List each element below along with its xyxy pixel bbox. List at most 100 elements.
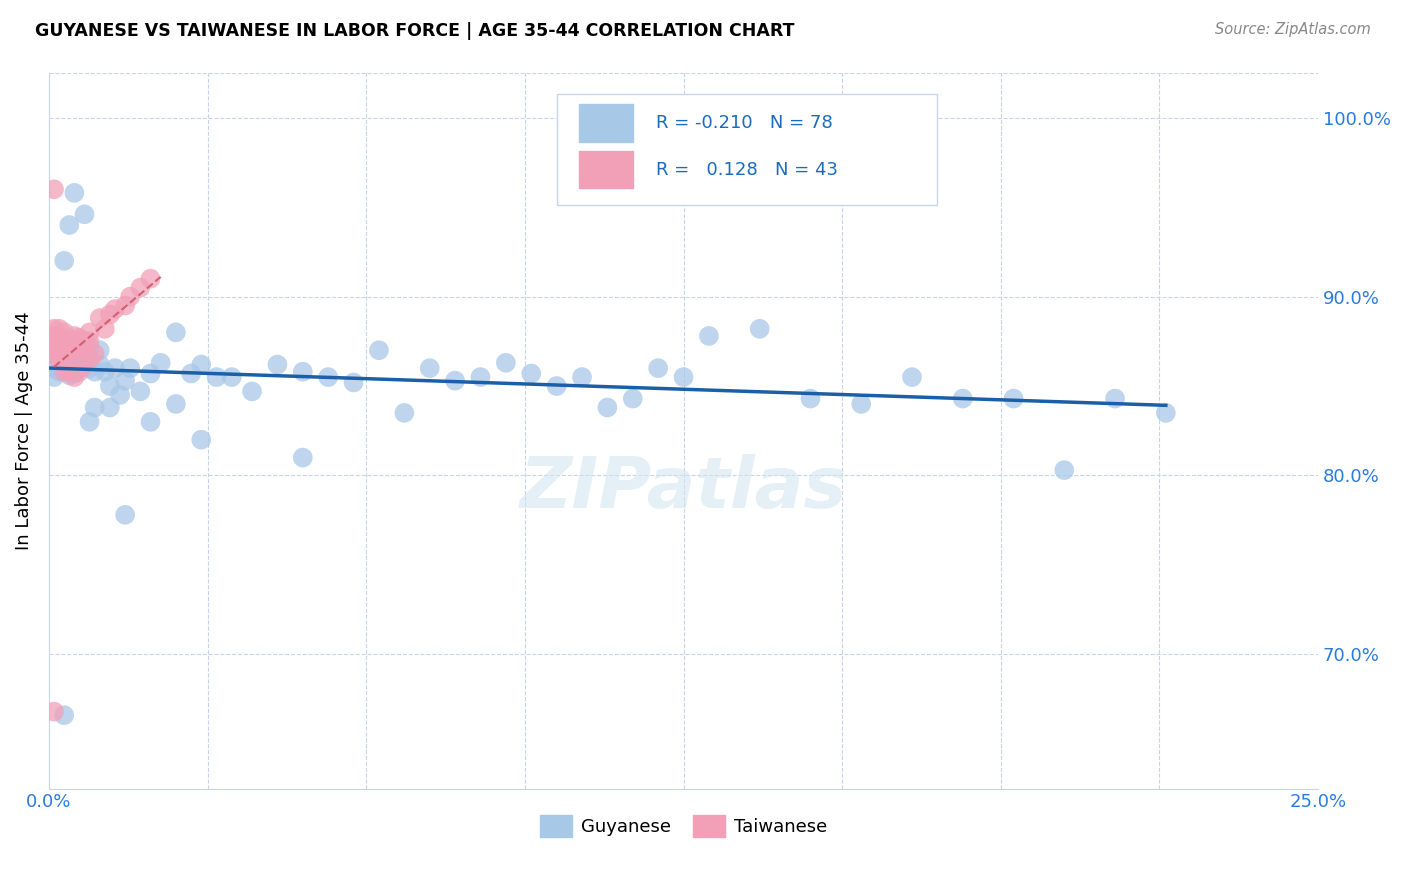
Bar bbox=[579, 104, 633, 142]
Point bbox=[114, 374, 136, 388]
Point bbox=[368, 343, 391, 358]
Point bbox=[190, 358, 212, 372]
Point bbox=[316, 370, 339, 384]
Point bbox=[98, 379, 121, 393]
Point bbox=[120, 290, 142, 304]
Point bbox=[114, 508, 136, 522]
Y-axis label: In Labor Force | Age 35-44: In Labor Force | Age 35-44 bbox=[15, 311, 32, 550]
Point bbox=[53, 358, 76, 372]
Point bbox=[42, 182, 65, 196]
Point bbox=[89, 343, 111, 358]
Point bbox=[53, 334, 76, 349]
Point bbox=[1154, 406, 1177, 420]
Point bbox=[67, 365, 90, 379]
Point bbox=[73, 334, 96, 349]
Point bbox=[108, 388, 131, 402]
Point bbox=[190, 433, 212, 447]
Point bbox=[73, 358, 96, 372]
Point bbox=[48, 352, 70, 367]
Point bbox=[901, 370, 924, 384]
Point bbox=[63, 329, 86, 343]
Point bbox=[266, 358, 288, 372]
Point bbox=[221, 370, 243, 384]
Point bbox=[104, 302, 127, 317]
Text: ZIPatlas: ZIPatlas bbox=[520, 453, 848, 523]
Point bbox=[79, 352, 101, 367]
Point bbox=[53, 253, 76, 268]
Text: Source: ZipAtlas.com: Source: ZipAtlas.com bbox=[1215, 22, 1371, 37]
Point bbox=[98, 308, 121, 322]
Point bbox=[165, 326, 187, 340]
Point bbox=[42, 329, 65, 343]
Point bbox=[53, 708, 76, 723]
Point bbox=[53, 352, 76, 367]
Point bbox=[1053, 463, 1076, 477]
Point bbox=[48, 343, 70, 358]
Point bbox=[104, 361, 127, 376]
Point bbox=[98, 401, 121, 415]
Point bbox=[67, 361, 90, 376]
Point bbox=[291, 450, 314, 465]
Point bbox=[73, 343, 96, 358]
Point bbox=[851, 397, 873, 411]
Bar bbox=[579, 151, 633, 188]
Point bbox=[596, 401, 619, 415]
Point bbox=[419, 361, 441, 376]
Point bbox=[48, 331, 70, 345]
Point bbox=[394, 406, 416, 420]
Point bbox=[58, 358, 80, 372]
Point bbox=[240, 384, 263, 399]
Point bbox=[149, 356, 172, 370]
Point bbox=[1104, 392, 1126, 406]
Text: GUYANESE VS TAIWANESE IN LABOR FORCE | AGE 35-44 CORRELATION CHART: GUYANESE VS TAIWANESE IN LABOR FORCE | A… bbox=[35, 22, 794, 40]
Point bbox=[63, 334, 86, 349]
Point bbox=[48, 334, 70, 349]
Point bbox=[58, 340, 80, 354]
Point bbox=[63, 186, 86, 200]
Point bbox=[67, 334, 90, 349]
Point bbox=[58, 368, 80, 383]
Point bbox=[129, 384, 152, 399]
Point bbox=[48, 352, 70, 367]
Point bbox=[1002, 392, 1025, 406]
Point bbox=[89, 358, 111, 372]
Point bbox=[139, 415, 162, 429]
Point bbox=[42, 334, 65, 349]
Point bbox=[67, 331, 90, 345]
Point bbox=[42, 343, 65, 358]
Point bbox=[672, 370, 695, 384]
Point bbox=[63, 334, 86, 349]
Point bbox=[79, 361, 101, 376]
Point bbox=[58, 365, 80, 379]
Text: R = -0.210   N = 78: R = -0.210 N = 78 bbox=[655, 114, 832, 132]
Point bbox=[520, 367, 543, 381]
Point bbox=[79, 326, 101, 340]
Point bbox=[48, 358, 70, 372]
Point bbox=[120, 361, 142, 376]
Point bbox=[89, 311, 111, 326]
Point bbox=[73, 356, 96, 370]
Point bbox=[58, 334, 80, 349]
Point bbox=[58, 218, 80, 232]
Point bbox=[291, 365, 314, 379]
Point bbox=[79, 415, 101, 429]
Point bbox=[48, 365, 70, 379]
Point bbox=[42, 361, 65, 376]
Point bbox=[73, 343, 96, 358]
Point bbox=[444, 374, 467, 388]
Point bbox=[63, 367, 86, 381]
Point bbox=[53, 365, 76, 379]
Point bbox=[114, 299, 136, 313]
Point bbox=[94, 322, 117, 336]
Point bbox=[129, 280, 152, 294]
Point bbox=[799, 392, 821, 406]
Point bbox=[205, 370, 228, 384]
Point bbox=[621, 392, 644, 406]
Point bbox=[79, 334, 101, 349]
Point bbox=[42, 370, 65, 384]
Point bbox=[42, 322, 65, 336]
Point bbox=[139, 367, 162, 381]
Point bbox=[53, 326, 76, 340]
Point bbox=[180, 367, 202, 381]
Point bbox=[470, 370, 492, 384]
